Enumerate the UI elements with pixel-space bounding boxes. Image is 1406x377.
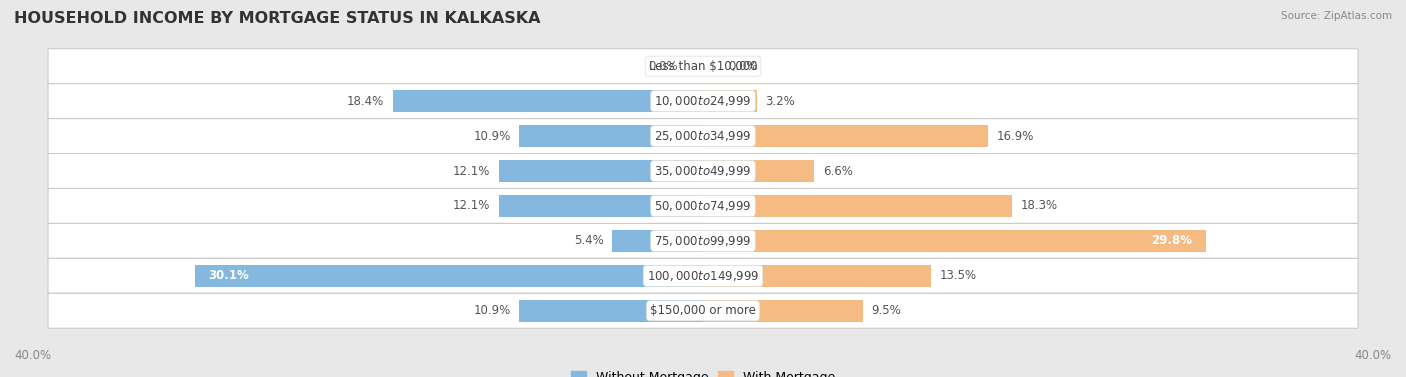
Bar	[499, 195, 703, 217]
Bar	[703, 160, 814, 182]
Text: $75,000 to $99,999: $75,000 to $99,999	[654, 234, 752, 248]
Bar	[703, 125, 988, 147]
Text: 12.1%: 12.1%	[453, 199, 491, 213]
Text: $50,000 to $74,999: $50,000 to $74,999	[654, 199, 752, 213]
FancyBboxPatch shape	[48, 188, 1358, 224]
Bar	[703, 90, 756, 112]
FancyBboxPatch shape	[48, 293, 1358, 328]
Bar	[703, 195, 1012, 217]
Bar	[703, 300, 863, 322]
Text: 13.5%: 13.5%	[939, 269, 976, 282]
Bar	[612, 230, 703, 252]
Text: 9.5%: 9.5%	[872, 304, 901, 317]
Text: Source: ZipAtlas.com: Source: ZipAtlas.com	[1281, 11, 1392, 21]
Text: 0.0%: 0.0%	[648, 60, 678, 73]
Text: HOUSEHOLD INCOME BY MORTGAGE STATUS IN KALKASKA: HOUSEHOLD INCOME BY MORTGAGE STATUS IN K…	[14, 11, 540, 26]
Bar	[519, 300, 703, 322]
Bar	[499, 160, 703, 182]
Bar	[703, 265, 931, 287]
Text: 3.2%: 3.2%	[765, 95, 796, 108]
Text: 0.0%: 0.0%	[728, 60, 758, 73]
Text: 16.9%: 16.9%	[997, 130, 1033, 143]
Text: $100,000 to $149,999: $100,000 to $149,999	[647, 269, 759, 283]
FancyBboxPatch shape	[48, 153, 1358, 188]
Text: 6.6%: 6.6%	[823, 164, 852, 178]
Text: $25,000 to $34,999: $25,000 to $34,999	[654, 129, 752, 143]
Text: 40.0%: 40.0%	[14, 349, 51, 362]
FancyBboxPatch shape	[48, 119, 1358, 153]
FancyBboxPatch shape	[48, 84, 1358, 119]
Text: $10,000 to $24,999: $10,000 to $24,999	[654, 94, 752, 108]
Text: 18.4%: 18.4%	[347, 95, 384, 108]
Text: 5.4%: 5.4%	[574, 234, 603, 247]
Text: 10.9%: 10.9%	[474, 304, 510, 317]
Text: 30.1%: 30.1%	[208, 269, 249, 282]
FancyBboxPatch shape	[48, 258, 1358, 293]
Bar	[703, 230, 1206, 252]
FancyBboxPatch shape	[48, 224, 1358, 258]
Text: Less than $10,000: Less than $10,000	[648, 60, 758, 73]
Text: $150,000 or more: $150,000 or more	[650, 304, 756, 317]
Bar	[519, 125, 703, 147]
Text: 18.3%: 18.3%	[1021, 199, 1057, 213]
Text: 10.9%: 10.9%	[474, 130, 510, 143]
Text: 12.1%: 12.1%	[453, 164, 491, 178]
Text: $35,000 to $49,999: $35,000 to $49,999	[654, 164, 752, 178]
Legend: Without Mortgage, With Mortgage: Without Mortgage, With Mortgage	[565, 366, 841, 377]
Text: 40.0%: 40.0%	[1355, 349, 1392, 362]
Bar	[392, 90, 703, 112]
FancyBboxPatch shape	[48, 49, 1358, 84]
Bar	[195, 265, 703, 287]
Text: 29.8%: 29.8%	[1152, 234, 1192, 247]
